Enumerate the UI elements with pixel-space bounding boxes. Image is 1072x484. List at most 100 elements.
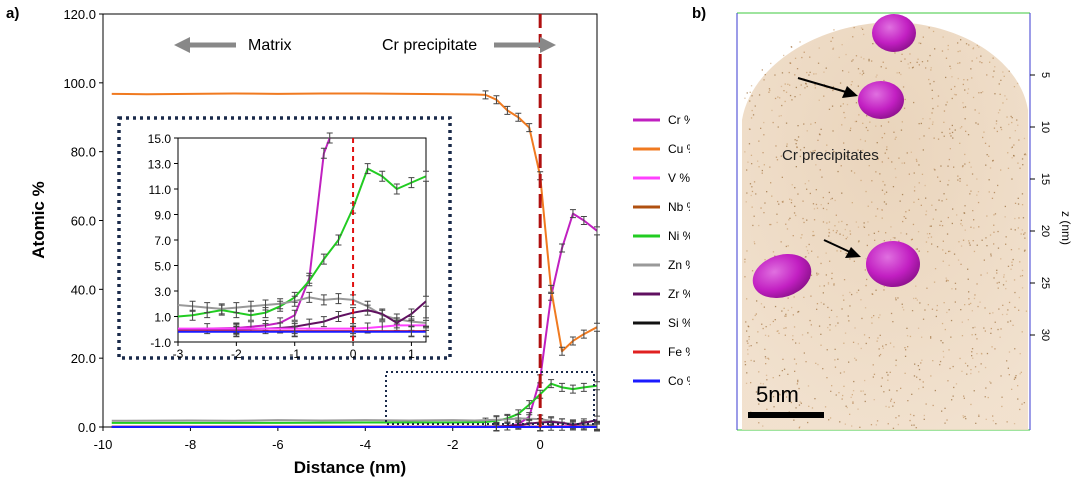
series-line-ni — [177, 167, 427, 318]
y-axis-title: Atomic % — [29, 181, 48, 258]
error-bar — [408, 308, 415, 320]
error-bar — [423, 295, 429, 307]
x-tick-label: -4 — [360, 437, 372, 452]
y-tick-label: 60.0 — [71, 214, 96, 229]
error-bar — [326, 132, 333, 144]
error-bar — [364, 163, 371, 175]
error-bar — [291, 309, 298, 321]
error-bar — [306, 291, 313, 303]
y-tick-label: 1.0 — [154, 311, 171, 325]
x-tick-label: -10 — [94, 437, 113, 452]
x-tick-label: -3 — [173, 347, 184, 361]
y-tick-label: 13.0 — [148, 158, 172, 172]
error-bar — [594, 422, 600, 432]
error-bar — [364, 304, 371, 316]
error-bar — [569, 336, 576, 346]
y-tick-label: 15.0 — [148, 132, 172, 146]
x-tick-label: -8 — [185, 437, 197, 452]
error-bar — [580, 216, 587, 225]
error-bar — [393, 183, 400, 195]
y-tick-label: 120.0 — [63, 7, 96, 22]
error-bar — [482, 90, 489, 100]
error-bar — [233, 302, 240, 314]
y-tick-label: 0.0 — [78, 420, 96, 435]
error-bar — [408, 177, 415, 189]
error-bar — [291, 295, 298, 307]
y-tick-label: 11.0 — [149, 183, 172, 197]
scalebar — [748, 412, 824, 418]
error-bar — [423, 326, 429, 338]
error-bar — [218, 303, 225, 315]
z-tick-label: 30 — [1039, 329, 1051, 341]
error-bar — [559, 382, 566, 392]
error-bar — [335, 293, 342, 305]
y-tick-label: 5.0 — [154, 260, 171, 274]
legend-label: Fe % — [668, 345, 690, 359]
error-bar — [580, 382, 587, 392]
atom-point-cloud — [742, 22, 1028, 430]
z-tick-label: 10 — [1039, 121, 1051, 133]
y-tick-label: -1.0 — [150, 336, 171, 350]
x-tick-label: 0 — [350, 347, 357, 361]
x-tick-label: -1 — [289, 347, 300, 361]
error-bar — [548, 284, 555, 294]
z-axis: 5 10 15 20 25 30 — [1030, 72, 1051, 341]
scalebar-label: 5nm — [756, 382, 799, 407]
precipitate-pointer-arrow — [797, 77, 858, 98]
legend: Cr % Cu % V % Nb % Ni % Zn % Zr % Si % Fe % Co % — [633, 113, 690, 388]
error-bar — [320, 294, 327, 306]
x-tick-label: -2 — [447, 437, 459, 452]
z-tick-label: 25 — [1039, 277, 1051, 289]
y-tick-label: 80.0 — [71, 145, 96, 160]
panel-a-label: a) — [6, 5, 19, 22]
error-bar — [423, 170, 429, 182]
precipitate-pointer-arrow — [823, 239, 861, 258]
error-bar — [247, 300, 254, 312]
series-line-ni — [111, 382, 598, 424]
error-bar — [189, 300, 196, 312]
error-bar — [291, 326, 298, 338]
y-tick-label: 3.0 — [154, 285, 171, 299]
precipitate-label: Cr precipitate — [382, 37, 477, 54]
y-tick-label: 20.0 — [71, 351, 96, 366]
y-tick-label: 100.0 — [63, 76, 96, 91]
legend-label: Zn % — [668, 258, 690, 272]
error-bar — [335, 311, 342, 322]
legend-label: Cu % — [668, 142, 690, 156]
x-tick-label: -6 — [272, 437, 284, 452]
x-tick-label: 0 — [537, 437, 544, 452]
precipitates-annotation: Cr precipitates — [782, 147, 879, 164]
error-bar — [379, 308, 386, 320]
cr-precipitate — [858, 81, 904, 119]
z-tick-label: 20 — [1039, 225, 1051, 237]
cr-precipitate — [872, 14, 916, 52]
error-bar — [277, 298, 284, 310]
error-bar — [379, 170, 386, 182]
x-tick-label: 1 — [408, 347, 415, 361]
atom-probe-reconstruction: b) Cr precipitates 5nm 5 10 15 20 25 30 z (nm… — [692, 5, 1072, 431]
error-bar — [233, 326, 240, 338]
error-bar — [320, 253, 327, 265]
error-bar — [548, 379, 555, 389]
error-bar — [526, 123, 533, 133]
z-axis-title: z (nm) — [1059, 211, 1072, 245]
legend-label: Cr % — [668, 113, 690, 127]
y-tick-label: 40.0 — [71, 282, 96, 297]
legend-label: Si % — [668, 316, 690, 330]
legend-label: V % — [668, 171, 690, 185]
matrix-arrow — [174, 37, 236, 53]
legend-label: Nb % — [668, 200, 690, 214]
matrix-label: Matrix — [248, 37, 292, 54]
legend-label: Co % — [668, 374, 690, 388]
error-bar — [408, 326, 415, 338]
error-bar — [569, 209, 576, 219]
error-bar — [515, 112, 522, 122]
error-bar — [320, 316, 327, 328]
zoom-region-box — [385, 371, 595, 425]
error-bar — [320, 147, 327, 159]
z-tick-label: 15 — [1039, 173, 1051, 185]
error-bar — [594, 226, 600, 236]
cr-precipitate — [752, 253, 812, 299]
legend-label: Zr % — [668, 287, 690, 301]
